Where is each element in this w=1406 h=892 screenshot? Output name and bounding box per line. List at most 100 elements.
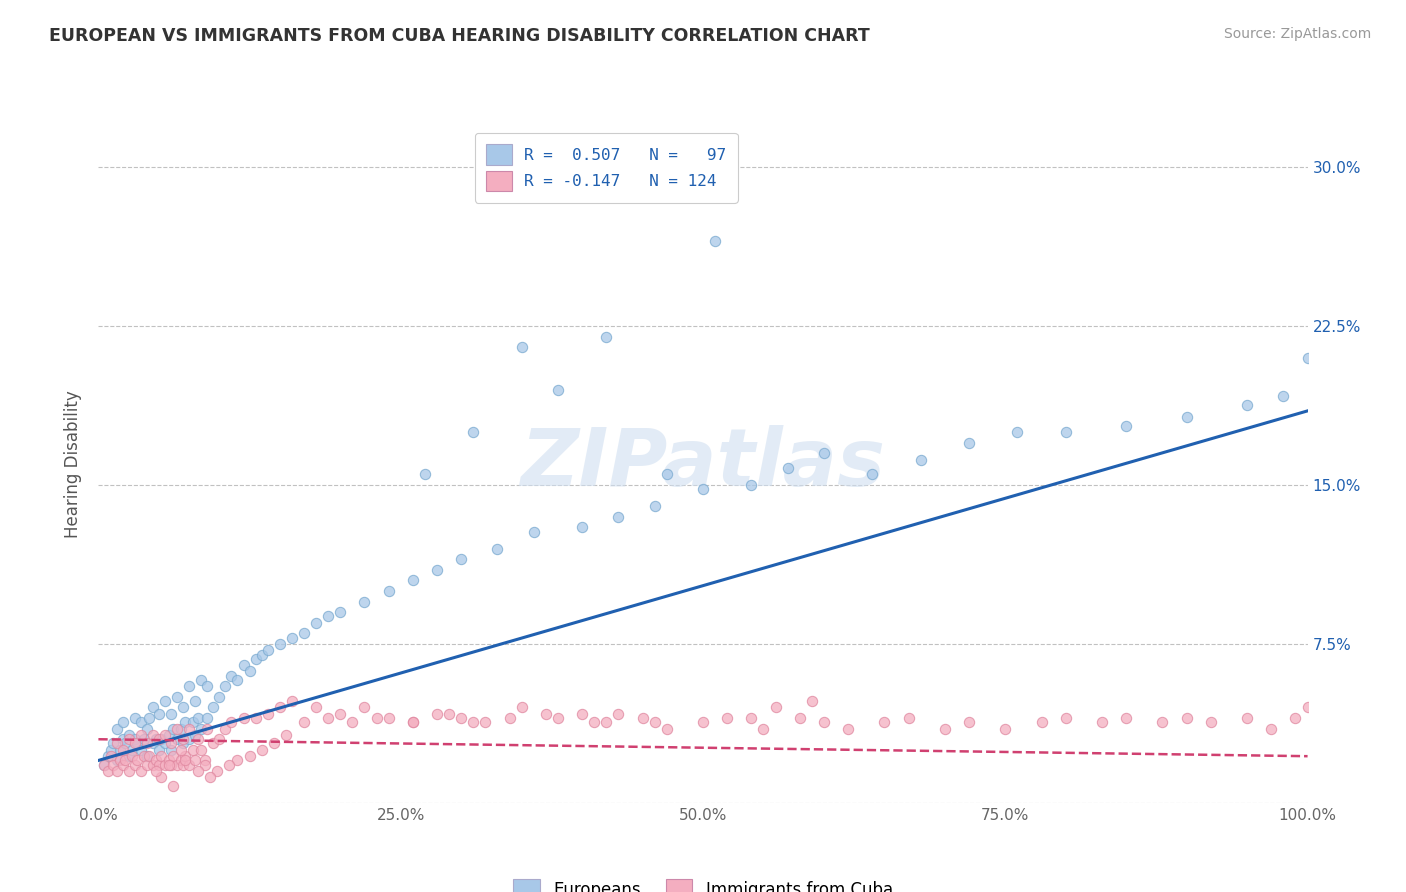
Point: [134, 749, 156, 764]
Point: [957, 715, 980, 730]
Point: [1296, 351, 1319, 365]
Point: [142, 757, 165, 772]
Point: [181, 715, 204, 730]
Point: [292, 626, 315, 640]
Point: [239, 665, 262, 679]
Point: [118, 749, 141, 764]
Point: [118, 764, 141, 778]
Point: [607, 509, 630, 524]
Point: [256, 706, 278, 721]
Point: [1091, 715, 1114, 730]
Point: [184, 694, 207, 708]
Point: [221, 669, 243, 683]
Point: [426, 706, 449, 721]
Point: [534, 706, 557, 721]
Point: [353, 594, 375, 608]
Point: [413, 467, 436, 482]
Point: [1199, 715, 1222, 730]
Point: [655, 467, 678, 482]
Point: [202, 737, 225, 751]
Point: [366, 711, 388, 725]
Point: [239, 749, 262, 764]
Point: [644, 715, 666, 730]
Point: [172, 737, 194, 751]
Point: [1152, 715, 1174, 730]
Point: [181, 743, 204, 757]
Point: [221, 715, 243, 730]
Point: [97, 749, 120, 764]
Point: [150, 770, 173, 785]
Point: [101, 737, 124, 751]
Point: [148, 706, 170, 721]
Text: Source: ZipAtlas.com: Source: ZipAtlas.com: [1223, 27, 1371, 41]
Point: [184, 753, 207, 767]
Point: [486, 541, 509, 556]
Point: [169, 743, 191, 757]
Point: [776, 461, 799, 475]
Point: [129, 715, 152, 730]
Point: [813, 446, 835, 460]
Point: [1054, 711, 1077, 725]
Point: [174, 749, 197, 764]
Point: [463, 425, 485, 439]
Point: [150, 732, 173, 747]
Point: [166, 690, 188, 704]
Point: [179, 757, 201, 772]
Point: [607, 706, 630, 721]
Point: [100, 749, 122, 764]
Point: [118, 728, 141, 742]
Point: [145, 764, 167, 778]
Point: [114, 753, 136, 767]
Point: [402, 715, 425, 730]
Point: [127, 737, 149, 751]
Point: [142, 700, 165, 714]
Point: [162, 749, 184, 764]
Point: [1236, 398, 1258, 412]
Point: [256, 643, 278, 657]
Point: [160, 743, 183, 757]
Point: [1296, 700, 1319, 714]
Point: [105, 764, 128, 778]
Point: [124, 711, 146, 725]
Point: [172, 732, 194, 747]
Point: [292, 715, 315, 730]
Point: [523, 524, 546, 539]
Point: [111, 715, 134, 730]
Point: [510, 340, 533, 354]
Point: [269, 637, 291, 651]
Point: [118, 732, 141, 747]
Point: [740, 478, 762, 492]
Point: [1115, 418, 1137, 433]
Point: [547, 383, 569, 397]
Point: [934, 722, 956, 736]
Point: [245, 711, 267, 725]
Point: [214, 722, 236, 736]
Point: [195, 722, 218, 736]
Point: [187, 732, 209, 747]
Point: [316, 711, 339, 725]
Point: [1031, 715, 1053, 730]
Point: [1175, 711, 1198, 725]
Point: [910, 452, 932, 467]
Point: [108, 743, 131, 757]
Point: [166, 722, 188, 736]
Point: [169, 722, 191, 736]
Point: [160, 706, 183, 721]
Point: [105, 722, 128, 736]
Point: [93, 757, 115, 772]
Point: [765, 700, 787, 714]
Point: [218, 757, 240, 772]
Point: [194, 753, 217, 767]
Point: [329, 706, 352, 721]
Point: [198, 770, 221, 785]
Point: [1260, 722, 1282, 736]
Point: [353, 700, 375, 714]
Point: [187, 711, 209, 725]
Point: [162, 722, 184, 736]
Point: [305, 700, 328, 714]
Point: [111, 743, 134, 757]
Point: [190, 743, 212, 757]
Point: [498, 711, 520, 725]
Point: [129, 764, 152, 778]
Point: [129, 743, 152, 757]
